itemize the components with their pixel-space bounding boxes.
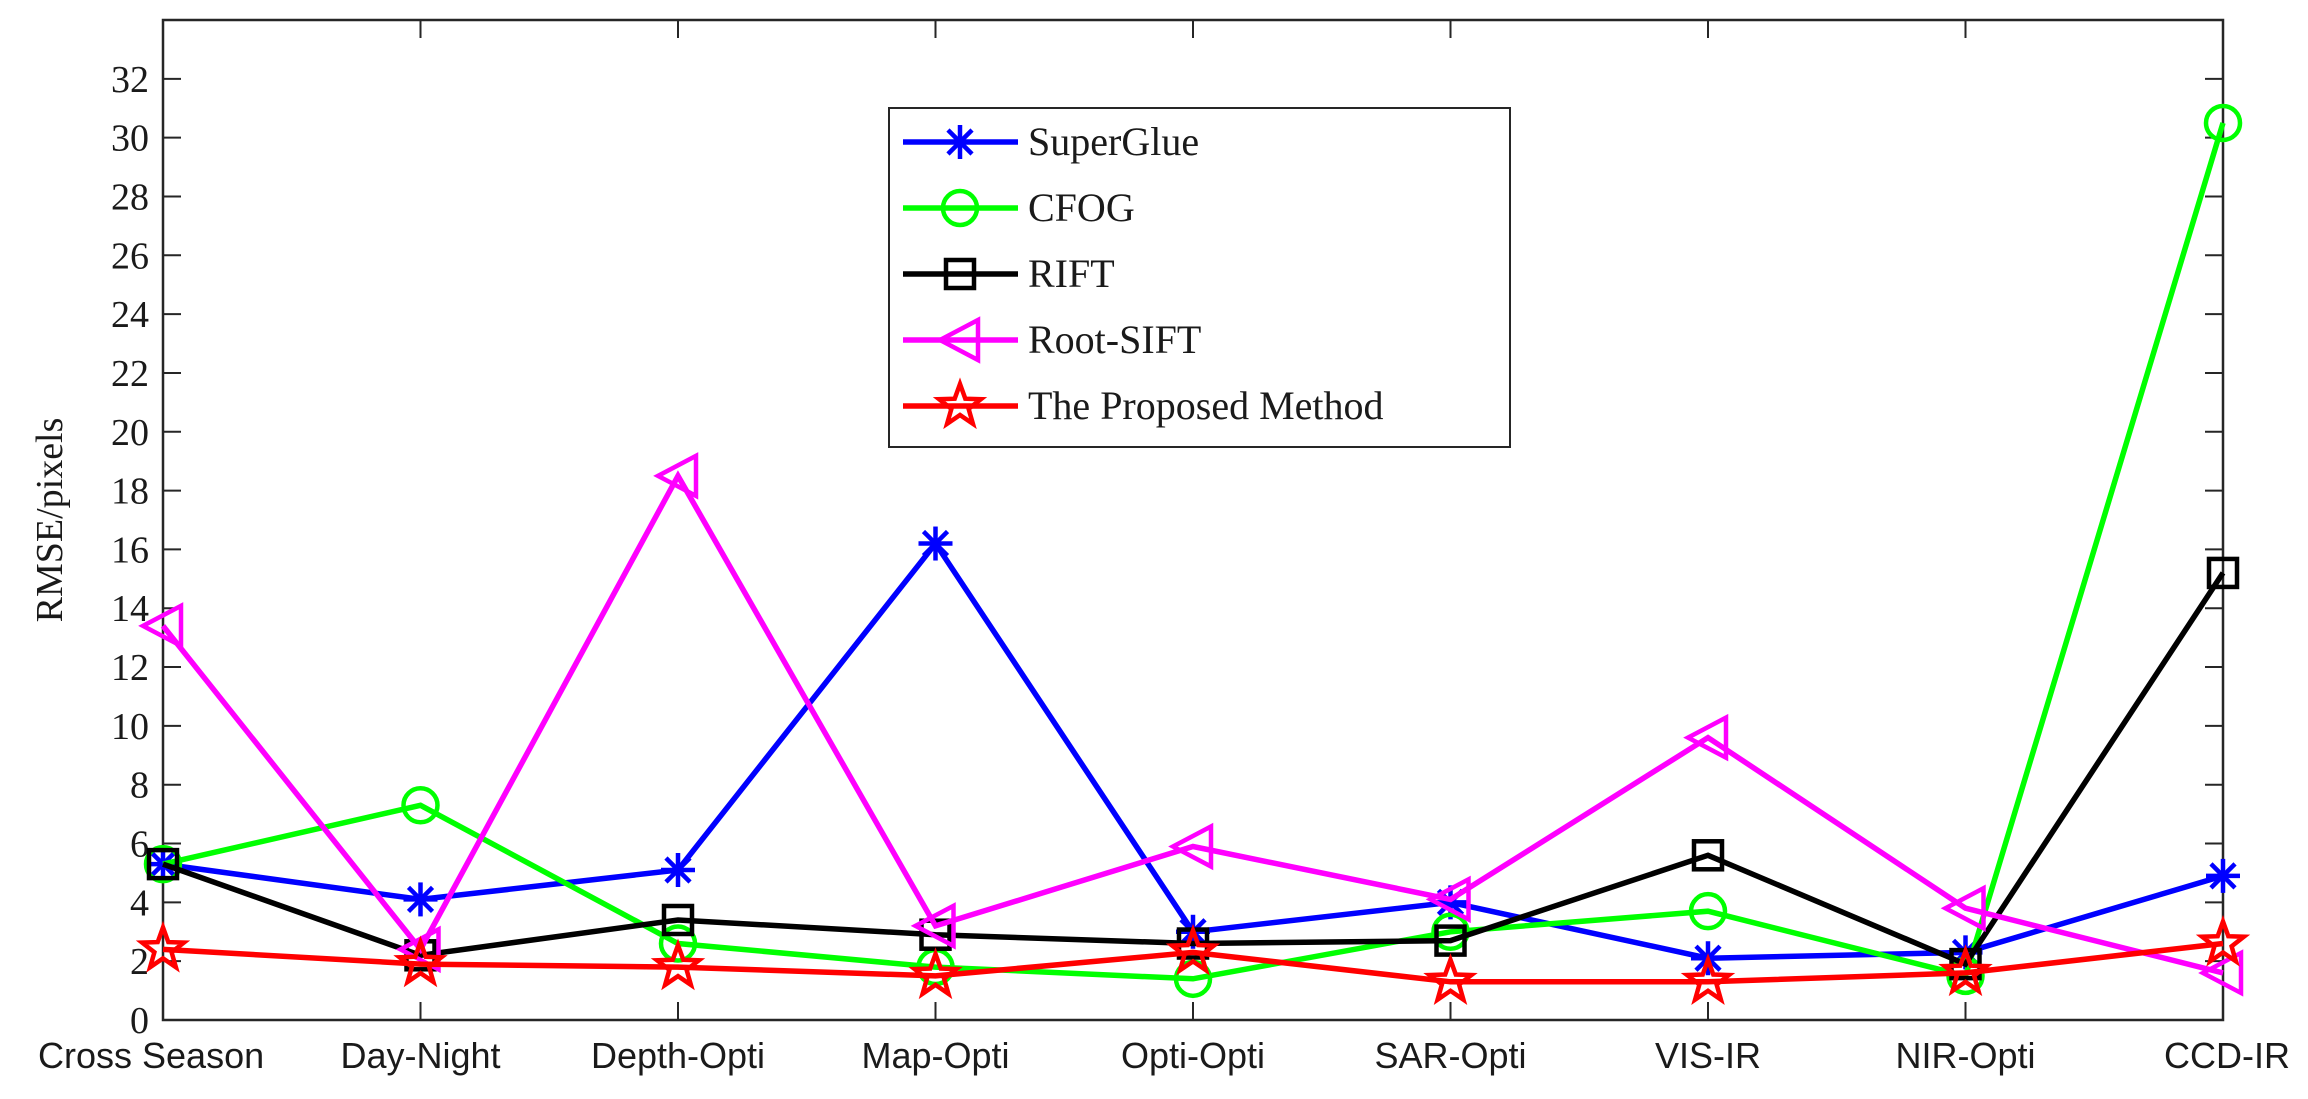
data-point-root-sift <box>910 902 956 950</box>
y-tick-label: 18 <box>111 471 149 513</box>
data-point-cfog <box>2203 103 2243 143</box>
data-point-root-sift <box>1940 884 1986 932</box>
data-point-the-proposed-method <box>1423 953 1478 1005</box>
legend-entry-rift: RIFT <box>903 251 1115 296</box>
legend-label: CFOG <box>1028 185 1135 230</box>
data-point-the-proposed-method <box>1165 923 1221 976</box>
data-point-cfog <box>143 844 183 884</box>
y-tick-label: 20 <box>111 412 149 454</box>
asterisk-stroke <box>406 885 435 914</box>
legend-entry-the-proposed-method: The Proposed Method <box>903 377 1384 430</box>
legend-marker <box>943 257 977 291</box>
data-point-rift <box>2206 556 2240 590</box>
x-tick-label: CCD-IR <box>2164 1035 2290 1076</box>
data-point-root-sift <box>653 452 699 500</box>
x-tick-label: Depth-Opti <box>591 1035 765 1076</box>
y-tick-label: 12 <box>111 647 149 689</box>
asterisk-stroke <box>946 128 974 156</box>
x-tick-label: Cross Season <box>38 1035 264 1076</box>
y-tick-label: 22 <box>111 353 149 395</box>
data-point-root-sift <box>2198 949 2244 997</box>
data-point-superglue <box>403 882 438 917</box>
series-root-sift <box>138 452 2244 997</box>
y-tick-label: 16 <box>111 529 149 571</box>
y-tick-label: 24 <box>111 294 149 336</box>
series-line-cfog <box>162 122 2226 982</box>
data-point-cfog <box>401 786 440 825</box>
x-tick-label: Map-Opti <box>861 1035 1009 1076</box>
legend-marker <box>940 188 980 228</box>
data-point-root-sift <box>1425 875 1471 924</box>
data-point-root-sift <box>138 602 184 650</box>
data-point-superglue <box>661 853 695 887</box>
legend: SuperGlue CFOG RIFT Root-SIFT The Proposed M… <box>888 107 1511 448</box>
y-tick-label: 32 <box>111 59 149 101</box>
data-point-cfog <box>1431 912 1470 952</box>
data-point-rift <box>661 903 695 937</box>
data-point-the-proposed-method <box>650 938 706 991</box>
data-point-the-proposed-method <box>1680 953 1736 1005</box>
y-tick-label: 8 <box>130 765 149 807</box>
data-point-superglue <box>2206 858 2240 893</box>
data-point-superglue <box>918 526 953 561</box>
x-axis: Cross Season Day-Night Depth-Opti Map-Opti O… <box>38 20 2290 1076</box>
y-tick-label: 2 <box>130 941 149 983</box>
data-point-rift <box>146 847 180 881</box>
legend-entry-superglue: SuperGlue <box>903 119 1199 164</box>
asterisk-stroke <box>921 529 950 558</box>
legend-marker <box>935 316 981 364</box>
x-tick-label: Opti-Opti <box>1121 1035 1265 1076</box>
y-tick-label: 6 <box>130 824 149 866</box>
x-tick-label: NIR-Opti <box>1895 1035 2035 1076</box>
series-line-root-sift <box>160 470 2224 976</box>
legend-entry-root-sift: Root-SIFT <box>903 316 1201 364</box>
y-tick-label: 28 <box>111 176 149 218</box>
y-tick-label: 4 <box>130 882 149 924</box>
series-layer <box>135 103 2251 1005</box>
legend-label: SuperGlue <box>1028 119 1199 164</box>
series-the-proposed-method <box>135 914 2251 1005</box>
legend-entry-cfog: CFOG <box>903 185 1135 230</box>
asterisk-stroke <box>664 856 692 884</box>
legend-label: RIFT <box>1028 251 1115 296</box>
y-tick-label: 26 <box>111 235 149 277</box>
series-line-the-proposed-method <box>162 940 2224 985</box>
legend-label: The Proposed Method <box>1028 383 1384 428</box>
data-point-the-proposed-method <box>1938 944 1993 997</box>
asterisk-stroke <box>2209 862 2237 890</box>
y-axis-label: RMSE/pixels <box>29 418 71 623</box>
data-point-cfog <box>1688 891 1728 931</box>
data-point-the-proposed-method <box>908 947 963 1000</box>
data-point-cfog <box>658 924 698 963</box>
data-point-root-sift <box>1168 822 1214 871</box>
legend-marker <box>932 377 988 430</box>
y-tick-label: 0 <box>130 1000 149 1042</box>
data-point-rift <box>1691 839 1725 872</box>
data-point-the-proposed-method <box>393 935 448 988</box>
x-tick-label: SAR-Opti <box>1374 1035 1526 1076</box>
legend-label: Root-SIFT <box>1028 317 1201 362</box>
y-tick-label: 14 <box>111 588 149 630</box>
legend-marker <box>943 125 977 159</box>
series-line-rift <box>162 571 2226 968</box>
y-tick-label: 30 <box>111 118 149 160</box>
x-tick-label: Day-Night <box>340 1035 500 1076</box>
y-tick-label: 10 <box>111 706 149 748</box>
data-point-the-proposed-method <box>2195 914 2251 967</box>
data-point-root-sift <box>1683 713 1729 762</box>
data-point-the-proposed-method <box>135 920 191 973</box>
legend-box <box>888 107 1511 448</box>
x-tick-label: VIS-IR <box>1655 1035 1761 1076</box>
